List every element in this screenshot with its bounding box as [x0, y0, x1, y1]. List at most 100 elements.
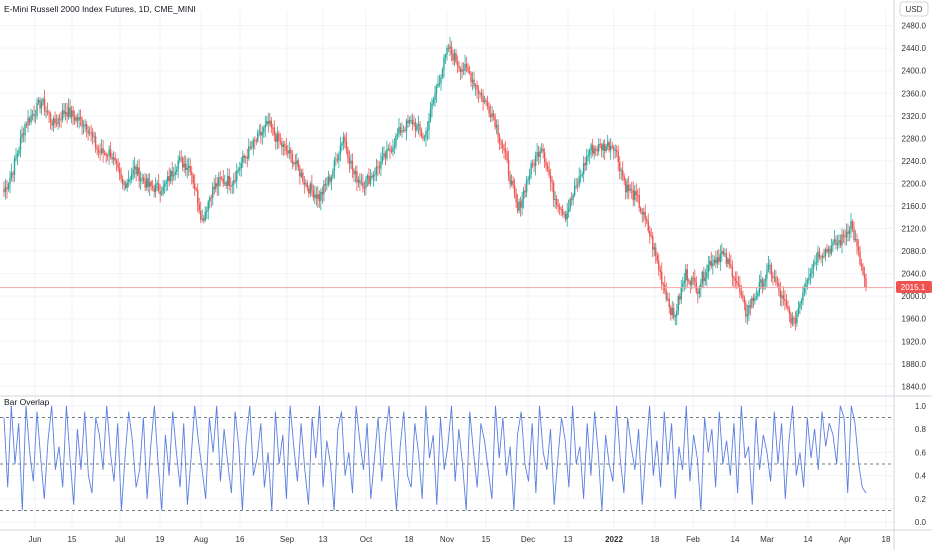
candle-body	[527, 178, 529, 181]
candle-body	[212, 186, 214, 199]
time-tick-label: Aug	[194, 535, 208, 544]
candle-body	[510, 180, 513, 185]
candle-body	[483, 99, 486, 103]
candle-body	[682, 283, 684, 288]
candle-body	[485, 99, 487, 102]
candle-body	[342, 136, 345, 144]
candle-body	[757, 292, 759, 297]
candle-body	[638, 195, 640, 208]
candle-body	[281, 142, 283, 148]
candle-body	[793, 317, 795, 319]
candle-body	[282, 144, 285, 148]
candle-body	[318, 194, 321, 201]
candle-body	[727, 259, 729, 264]
candle-body	[734, 278, 737, 281]
candle-body	[320, 191, 322, 201]
candle-body	[477, 90, 480, 94]
candle-body	[72, 110, 74, 117]
currency-label: USD	[906, 5, 923, 14]
candle-body	[213, 186, 215, 189]
currency-button[interactable]	[899, 1, 929, 17]
price-tick-label: 2120.0	[902, 225, 927, 234]
candle-body	[393, 145, 396, 148]
candle-body	[51, 121, 53, 126]
candle-body	[733, 277, 735, 279]
candle-body	[266, 121, 268, 125]
candle-body	[49, 113, 52, 122]
candle-body	[650, 235, 652, 237]
candle-body	[75, 117, 77, 121]
candle-body	[763, 281, 765, 289]
candle-body	[231, 184, 233, 186]
candle-body	[127, 179, 130, 183]
candle-body	[509, 175, 511, 185]
price-tick-label: 1840.0	[902, 382, 927, 391]
candle-body	[503, 148, 505, 151]
candle-body	[420, 130, 423, 137]
candle-body	[449, 46, 451, 49]
candle-body	[153, 187, 155, 193]
candle-body	[4, 187, 7, 193]
candle-body	[91, 132, 94, 137]
candle-body	[261, 132, 263, 136]
candle-body	[769, 264, 771, 266]
candle-body	[215, 183, 217, 189]
candle-body	[347, 148, 349, 159]
candle-body	[124, 183, 127, 188]
candle-body	[513, 185, 516, 194]
candle-body	[736, 280, 738, 284]
candle-body	[264, 124, 267, 128]
candle-body	[560, 208, 562, 210]
candle-body	[476, 85, 478, 91]
price-tick-label: 2080.0	[902, 247, 927, 256]
candle-body	[524, 190, 526, 193]
candle-body	[473, 79, 475, 87]
candle-body	[172, 175, 175, 177]
candle-body	[582, 163, 585, 174]
candle-body	[564, 214, 567, 220]
candle-body	[69, 107, 71, 118]
candle-body	[622, 170, 624, 177]
candle-body	[764, 278, 767, 282]
candle-body	[468, 70, 471, 74]
candle-body	[273, 127, 276, 135]
candle-body	[653, 247, 655, 250]
candle-body	[600, 144, 603, 151]
candle-body	[829, 248, 831, 254]
candle-body	[467, 67, 469, 71]
candle-body	[803, 288, 806, 293]
candle-body	[402, 130, 405, 132]
candle-body	[791, 317, 794, 324]
candle-body	[623, 176, 625, 181]
candle-body	[419, 124, 421, 131]
candle-body	[667, 298, 669, 300]
candle-body	[441, 69, 444, 78]
candle-body	[443, 57, 445, 70]
candle-body	[853, 227, 855, 240]
candle-body	[718, 257, 720, 262]
candle-body	[12, 173, 14, 175]
candle-body	[859, 251, 861, 265]
candle-body	[345, 141, 348, 149]
candle-body	[557, 204, 559, 207]
candle-body	[126, 182, 128, 188]
candle-body	[501, 144, 504, 149]
candle-body	[841, 234, 843, 246]
candle-body	[545, 162, 547, 167]
candle-body	[536, 151, 538, 156]
candle-body	[549, 175, 552, 182]
candle-body	[52, 118, 55, 126]
candle-body	[374, 174, 376, 176]
candle-body	[66, 112, 68, 117]
candle-body	[102, 148, 104, 154]
candle-body	[270, 120, 273, 128]
candle-body	[749, 305, 752, 308]
candle-body	[755, 296, 758, 298]
candle-body	[531, 163, 534, 165]
candle-body	[380, 161, 382, 169]
candle-body	[784, 299, 786, 302]
candle-body	[121, 178, 124, 185]
candle-body	[309, 183, 312, 194]
candle-body	[611, 145, 613, 148]
candle-body	[246, 156, 248, 159]
